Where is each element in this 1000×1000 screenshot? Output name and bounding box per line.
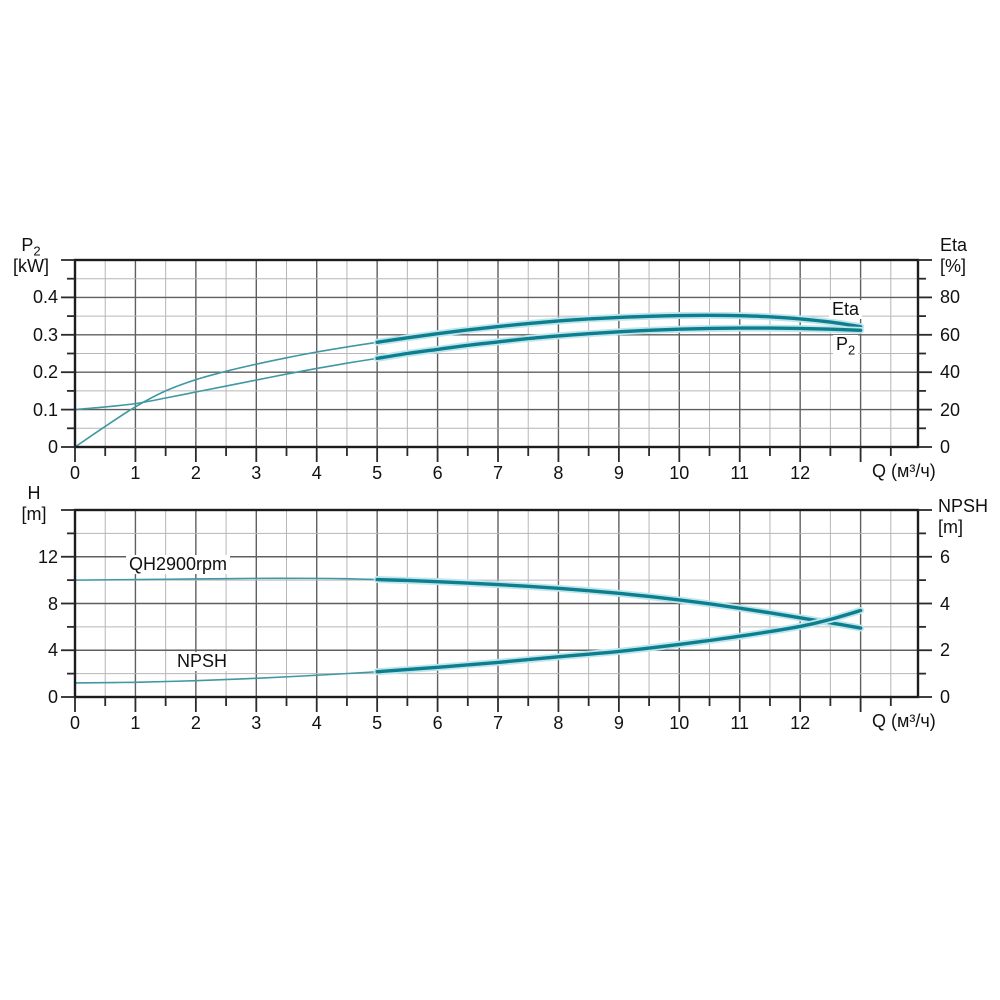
y-right-tick-label: 60: [940, 324, 961, 345]
x-tick-label: 4: [311, 713, 322, 733]
npsh-unit: [m]: [938, 517, 963, 537]
x-tick-label: 12: [790, 713, 811, 733]
y-left-tick-label: 0.3: [32, 324, 58, 345]
curve-eta-thin: [74, 341, 378, 448]
curve-p2-thin: [74, 357, 378, 411]
p2-unit: [kW]: [13, 256, 49, 276]
x-tick-label: 11: [730, 713, 750, 733]
x-tick-label: 0: [69, 463, 80, 483]
y-right-tick-label: 80: [940, 287, 961, 308]
curve-npsh: [375, 608, 863, 674]
x-tick-label: 12: [790, 463, 811, 483]
x-tick-label: 3: [251, 463, 262, 483]
right-axis-title-npsh: NPSH [m]: [938, 496, 1000, 538]
x-tick-label: 10: [669, 463, 690, 483]
x-tick-label: 5: [372, 713, 383, 733]
curve-qh2900rpm: [375, 577, 863, 630]
npsh-symbol: NPSH: [938, 496, 989, 516]
eta-unit: [%]: [940, 256, 967, 276]
h-unit: [m]: [21, 504, 47, 524]
x-tick-label: 9: [613, 713, 624, 733]
x-tick-label: 9: [613, 463, 624, 483]
y-right-tick-label: 20: [940, 399, 961, 420]
curve-npsh-thin: [74, 670, 378, 684]
left-axis-title-power: P2 [kW]: [2, 235, 60, 277]
frame-head-npsh-curve: [61, 508, 932, 712]
y-left-tick-label: 4: [47, 640, 58, 661]
y-right-tick-label: 4: [940, 593, 951, 614]
grid-power-efficiency-curve: [75, 260, 918, 447]
x-tick-label: 6: [432, 463, 443, 483]
x-tick-label: 2: [190, 463, 201, 483]
p2-symbol-sub: 2: [33, 243, 41, 259]
x-tick-label: 1: [130, 713, 141, 733]
x-tick-label: 8: [553, 713, 564, 733]
y-left-tick-label: 12: [37, 546, 58, 567]
y-left-tick-label: 0.2: [32, 362, 58, 383]
x-tick-label: 6: [432, 713, 443, 733]
y-left-tick-label: 0.4: [32, 287, 58, 308]
x-tick-label: 2: [190, 713, 201, 733]
curve-eta: [375, 313, 863, 344]
y-right-tick-label: 0: [940, 437, 951, 457]
curve-qh2900rpm-thin: [74, 577, 378, 581]
x-tick-label: 10: [669, 713, 690, 733]
x-tick-label: 0: [69, 713, 80, 733]
y-left-tick-label: 0: [47, 687, 58, 707]
curve-label-eta: Eta: [829, 300, 863, 319]
x-tick-label: 1: [130, 463, 141, 483]
p2-symbol: P: [21, 235, 34, 255]
x-tick-label: 4: [311, 463, 322, 483]
y-left-tick-label: 8: [47, 593, 58, 614]
curves-head-npsh-curve: [74, 576, 865, 684]
curve-label-qh2900rpm: QH2900rpm: [126, 555, 231, 574]
curve-label-p2: P2: [833, 335, 859, 357]
frame-power-efficiency-curve: [61, 258, 932, 462]
curves-power-efficiency-curve: [74, 311, 865, 448]
y-right-tick-label: 6: [940, 546, 951, 567]
x-tick-label: 3: [251, 713, 262, 733]
y-right-tick-label: 40: [940, 362, 961, 383]
curve-label-npsh: NPSH: [174, 652, 231, 671]
y-left-tick-label: 0.1: [32, 399, 58, 420]
x-tick-label: 7: [492, 713, 503, 733]
x-tick-label: 5: [372, 463, 383, 483]
right-axis-title-efficiency: Eta [%]: [940, 235, 1000, 277]
y-right-tick-label: 2: [940, 640, 951, 661]
left-axis-title-head: H [m]: [6, 483, 62, 525]
x-tick-label: 7: [492, 463, 503, 483]
curve-p2: [375, 326, 863, 361]
x-tick-label: 8: [553, 463, 564, 483]
eta-symbol: Eta: [940, 235, 968, 255]
y-left-tick-label: 0: [47, 437, 58, 457]
h-symbol: H: [27, 483, 41, 503]
x-tick-label: 11: [730, 463, 750, 483]
y-right-tick-label: 0: [940, 687, 951, 707]
x-axis-label-bottom-chart: Q (м³/ч): [872, 711, 936, 731]
x-axis-label-top-chart: Q (м³/ч): [872, 461, 936, 481]
